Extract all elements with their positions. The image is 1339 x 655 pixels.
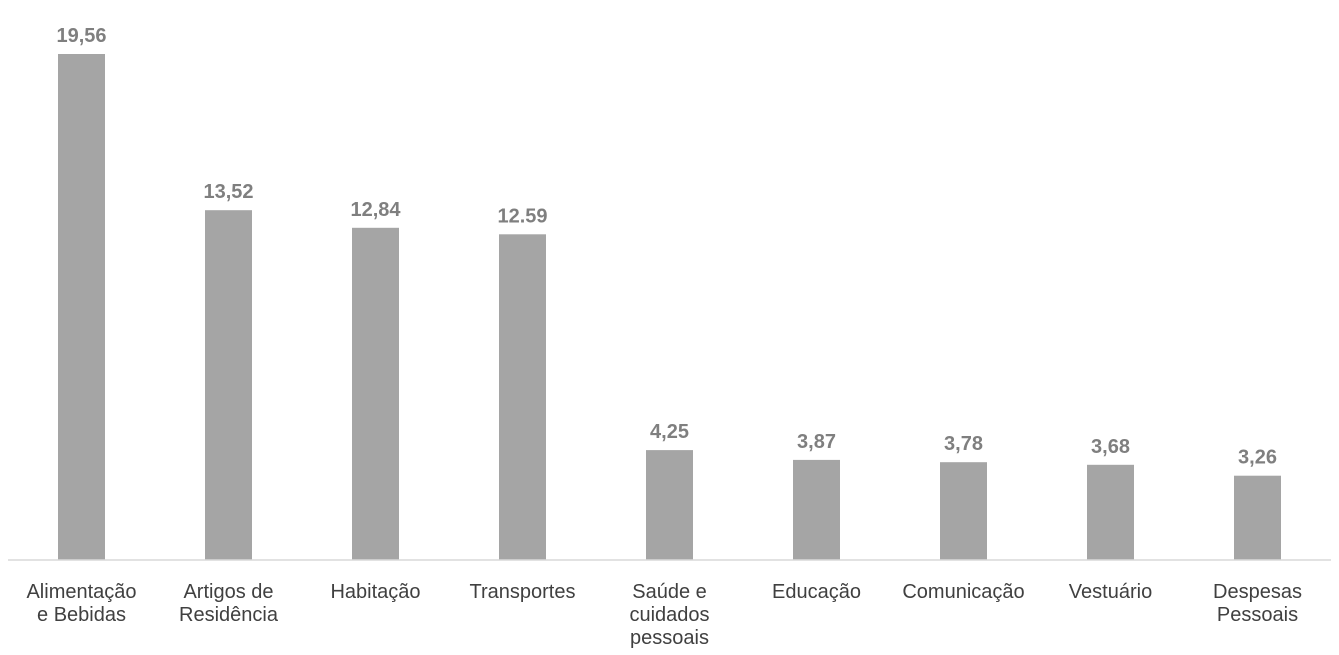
value-label-habitacao: 12,84 bbox=[350, 199, 401, 221]
value-labels-group: 19,56 13,52 12,84 12.59 4,25 3,87 3,78 3,68 3,26 bbox=[56, 25, 1277, 469]
category-label-saude-e-cuidados-pessoais: Saúde e cuidados pessoais bbox=[629, 581, 709, 649]
bar-artigos-de-residencia bbox=[205, 210, 252, 560]
category-label-line: Alimentação bbox=[26, 581, 136, 603]
value-label-saude-e-cuidados-pessoais: 4,25 bbox=[650, 421, 689, 443]
bar-transportes bbox=[499, 234, 546, 561]
category-label-line: pessoais bbox=[630, 627, 709, 649]
category-label-line: Educação bbox=[772, 581, 861, 603]
category-label-transportes: Transportes bbox=[470, 581, 576, 603]
category-label-comunicacao: Comunicação bbox=[902, 581, 1024, 603]
category-label-line: cuidados bbox=[629, 604, 709, 626]
bar-despesas-pessoais bbox=[1234, 475, 1281, 560]
category-label-line: Comunicação bbox=[902, 581, 1024, 603]
category-label-line: Residência bbox=[179, 604, 279, 626]
category-label-habitacao: Habitação bbox=[330, 581, 420, 603]
category-label-line: Vestuário bbox=[1069, 581, 1152, 603]
bars-group bbox=[58, 54, 1281, 561]
bar-comunicacao bbox=[940, 462, 987, 560]
value-label-alimentacao-e-bebidas: 19,56 bbox=[56, 25, 106, 47]
category-label-line: e Bebidas bbox=[37, 604, 126, 626]
bar-habitacao bbox=[352, 227, 399, 561]
category-label-line: Transportes bbox=[470, 581, 576, 603]
category-labels-group: Alimentação e Bebidas Artigos de Residência… bbox=[26, 581, 1302, 649]
category-label-line: Saúde e bbox=[632, 581, 707, 603]
bar-vestuario bbox=[1087, 464, 1134, 560]
bar-saude-e-cuidados-pessoais bbox=[646, 450, 693, 560]
value-label-artigos-de-residencia: 13,52 bbox=[203, 181, 253, 203]
category-label-line: Artigos de bbox=[183, 581, 273, 603]
category-label-line: Pessoais bbox=[1217, 604, 1298, 626]
category-label-line: Habitação bbox=[330, 581, 420, 603]
bar-educacao bbox=[793, 459, 840, 560]
category-label-vestuario: Vestuário bbox=[1069, 581, 1152, 603]
value-label-transportes: 12.59 bbox=[497, 205, 547, 227]
category-label-line: Despesas bbox=[1213, 581, 1302, 603]
category-label-artigos-de-residencia: Artigos de Residência bbox=[179, 581, 279, 626]
value-label-educacao: 3,87 bbox=[797, 431, 836, 453]
category-label-educacao: Educação bbox=[772, 581, 861, 603]
bar-alimentacao-e-bebidas bbox=[58, 54, 105, 560]
value-label-vestuario: 3,68 bbox=[1091, 436, 1130, 458]
category-label-alimentacao-e-bebidas: Alimentação e Bebidas bbox=[26, 581, 136, 626]
category-label-despesas-pessoais: Despesas Pessoais bbox=[1213, 581, 1302, 626]
value-label-despesas-pessoais: 3,26 bbox=[1238, 447, 1277, 469]
value-label-comunicacao: 3,78 bbox=[944, 433, 983, 455]
